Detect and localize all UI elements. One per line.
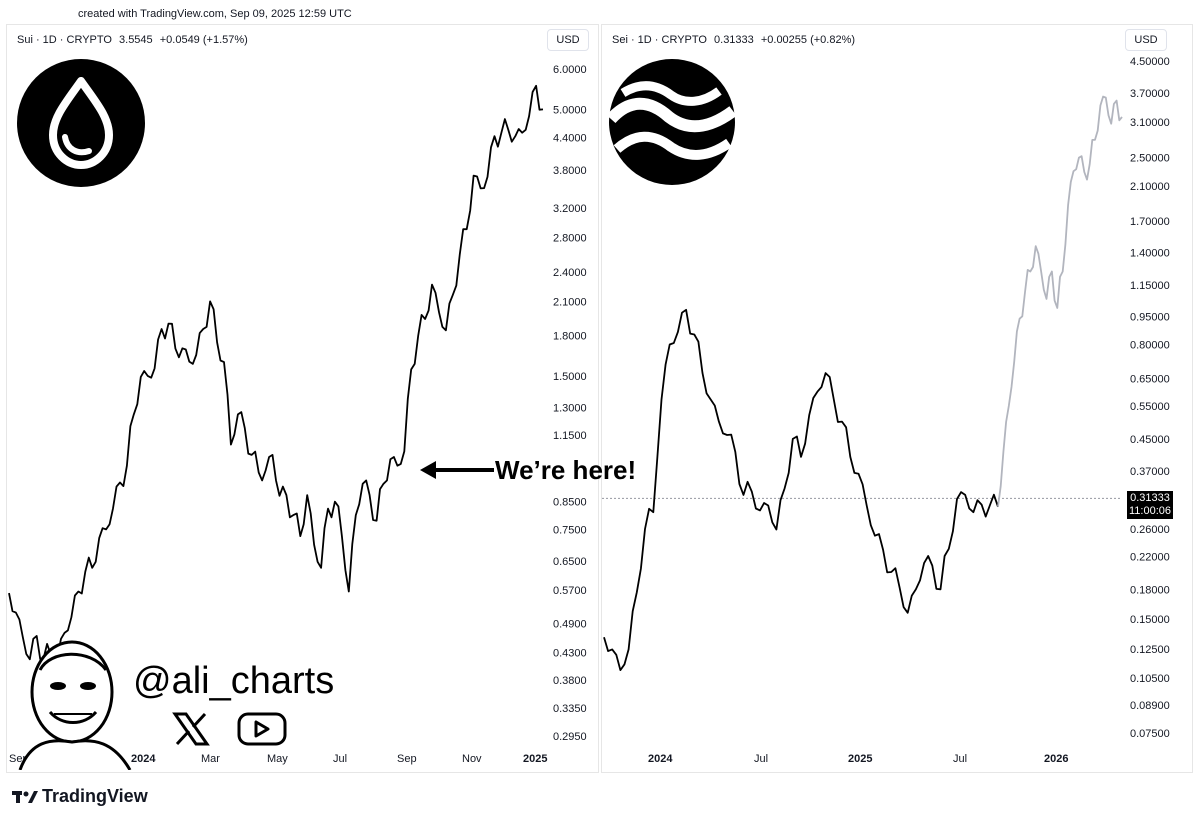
sei-y-tick-label: 0.08900 <box>1130 700 1170 712</box>
sei-y-tick-label: 0.10500 <box>1130 673 1170 685</box>
sei-y-tick-label: 0.26000 <box>1130 524 1170 536</box>
sui-x-tick-label: 2024 <box>131 753 156 765</box>
tradingview-brand[interactable]: TradingView <box>12 786 148 807</box>
sui-x-tick-label: Sep <box>397 753 417 765</box>
sui-y-tick-label: 6.0000 <box>553 64 587 76</box>
sei-y-tick-label: 3.70000 <box>1130 88 1170 100</box>
sei-price-line <box>603 308 999 671</box>
sei-legend: Sei · 1D · CRYPTO 0.31333 +0.00255 (+0.8… <box>612 34 859 46</box>
sei-x-tick-label: 2024 <box>648 753 673 765</box>
sui-price: 3.5545 <box>119 34 153 46</box>
sei-y-tick-label: 0.55000 <box>1130 401 1170 413</box>
sui-x-tick-label: May <box>267 753 288 765</box>
sei-currency-button[interactable]: USD <box>1125 29 1167 51</box>
sui-y-tick-label: 4.4000 <box>553 133 587 145</box>
sui-y-tick-label: 0.7500 <box>553 524 587 536</box>
sei-y-tick-label: 2.10000 <box>1130 181 1170 193</box>
sui-x-tick-label: Nov <box>462 753 482 765</box>
annotation-arrow-icon <box>420 461 494 479</box>
sei-price-chart[interactable]: 4.50000 3.70000 3.10000 2.50000 2.10000 1.700… <box>602 25 1192 772</box>
sui-y-tick-label: 0.2950 <box>553 731 587 743</box>
youtube-icon[interactable] <box>237 712 287 746</box>
sei-x-tick-label: 2026 <box>1044 753 1068 765</box>
sei-y-tick-label: 0.65000 <box>1130 374 1170 386</box>
sei-y-tick-label: 0.95000 <box>1130 311 1170 323</box>
sui-symbol-label: Sui · 1D · CRYPTO <box>17 34 112 46</box>
sui-y-tick-label: 1.5000 <box>553 371 587 383</box>
sui-x-tick-label: Mar <box>201 753 220 765</box>
we-are-here-annotation: We’re here! <box>495 455 637 485</box>
sei-y-tick-label: 1.15000 <box>1130 280 1170 292</box>
sui-drop-logo <box>17 59 145 187</box>
sui-y-tick-label: 3.8000 <box>553 165 587 177</box>
sei-y-tick-label: 0.37000 <box>1130 466 1170 478</box>
sui-y-tick-label: 1.1500 <box>553 430 587 442</box>
sei-x-tick-label: Jul <box>754 753 768 765</box>
sei-y-tick-label: 0.45000 <box>1130 434 1170 446</box>
sei-y-tick-label: 1.70000 <box>1130 216 1170 228</box>
sei-x-tick-label: 2025 <box>848 753 872 765</box>
sei-y-tick-label: 0.12500 <box>1130 644 1170 656</box>
sei-projection-line <box>997 95 1123 507</box>
sei-price: 0.31333 <box>714 34 754 46</box>
sui-y-tick-label: 1.3000 <box>553 403 587 415</box>
sei-x-tick-label: Jul <box>953 753 967 765</box>
sui-change: +0.0549 (+1.57%) <box>159 34 248 46</box>
x-logo-icon[interactable] <box>172 711 210 747</box>
sei-price-tag-countdown: 11:00:06 <box>1128 505 1171 517</box>
sui-y-tick-label: 0.5700 <box>553 585 587 597</box>
sui-y-tick-label: 0.8500 <box>553 497 587 509</box>
sei-y-tick-label: 1.40000 <box>1130 248 1170 260</box>
sui-y-tick-label: 0.3350 <box>553 703 587 715</box>
author-handle[interactable]: @ali_charts <box>133 660 335 702</box>
sui-price-line <box>8 84 544 666</box>
sui-y-tick-label: 3.2000 <box>553 203 587 215</box>
sui-y-tick-label: 0.3800 <box>553 675 587 687</box>
sei-wave-logo <box>609 59 735 185</box>
sei-price-tag-value: 0.31333 <box>1130 492 1170 504</box>
avatar-caricature <box>18 640 132 770</box>
sui-y-tick-label: 5.0000 <box>553 104 587 116</box>
sei-current-price-tag: 0.31333 11:00:06 <box>1127 491 1173 519</box>
sui-currency-button[interactable]: USD <box>547 29 589 51</box>
tradingview-logo-icon <box>12 790 38 803</box>
sui-x-tick-label: Jul <box>333 753 347 765</box>
sei-y-tick-label: 0.15000 <box>1130 614 1170 626</box>
created-with-caption: created with TradingView.com, Sep 09, 20… <box>78 8 352 20</box>
sui-price-chart[interactable]: 6.0000 5.0000 4.4000 3.8000 3.2000 2.8000 2.40… <box>7 25 598 772</box>
sei-symbol-label: Sei · 1D · CRYPTO <box>612 34 707 46</box>
sei-y-tick-label: 0.07500 <box>1130 728 1170 740</box>
sui-y-tick-label: 2.8000 <box>553 233 587 245</box>
sei-y-tick-label: 3.10000 <box>1130 117 1170 129</box>
sei-y-tick-label: 0.18000 <box>1130 584 1170 596</box>
sei-y-tick-label: 4.50000 <box>1130 56 1170 68</box>
sei-change: +0.00255 (+0.82%) <box>760 34 856 46</box>
sui-y-tick-label: 2.4000 <box>553 267 587 279</box>
sei-y-tick-label: 0.80000 <box>1130 339 1170 351</box>
sui-y-tick-label: 0.4300 <box>553 648 587 660</box>
sui-y-tick-label: 1.8000 <box>553 331 587 343</box>
sei-y-tick-label: 2.50000 <box>1130 152 1170 164</box>
sei-y-tick-label: 0.22000 <box>1130 551 1170 563</box>
sui-y-tick-label: 0.6500 <box>553 556 587 568</box>
sui-legend: Sui · 1D · CRYPTO 3.5545 +0.0549 (+1.57%… <box>17 34 252 46</box>
sui-y-tick-label: 2.1000 <box>553 296 587 308</box>
tradingview-brand-label: TradingView <box>42 786 148 806</box>
sui-y-tick-label: 0.4900 <box>553 619 587 631</box>
sui-x-tick-label: 2025 <box>523 753 547 765</box>
